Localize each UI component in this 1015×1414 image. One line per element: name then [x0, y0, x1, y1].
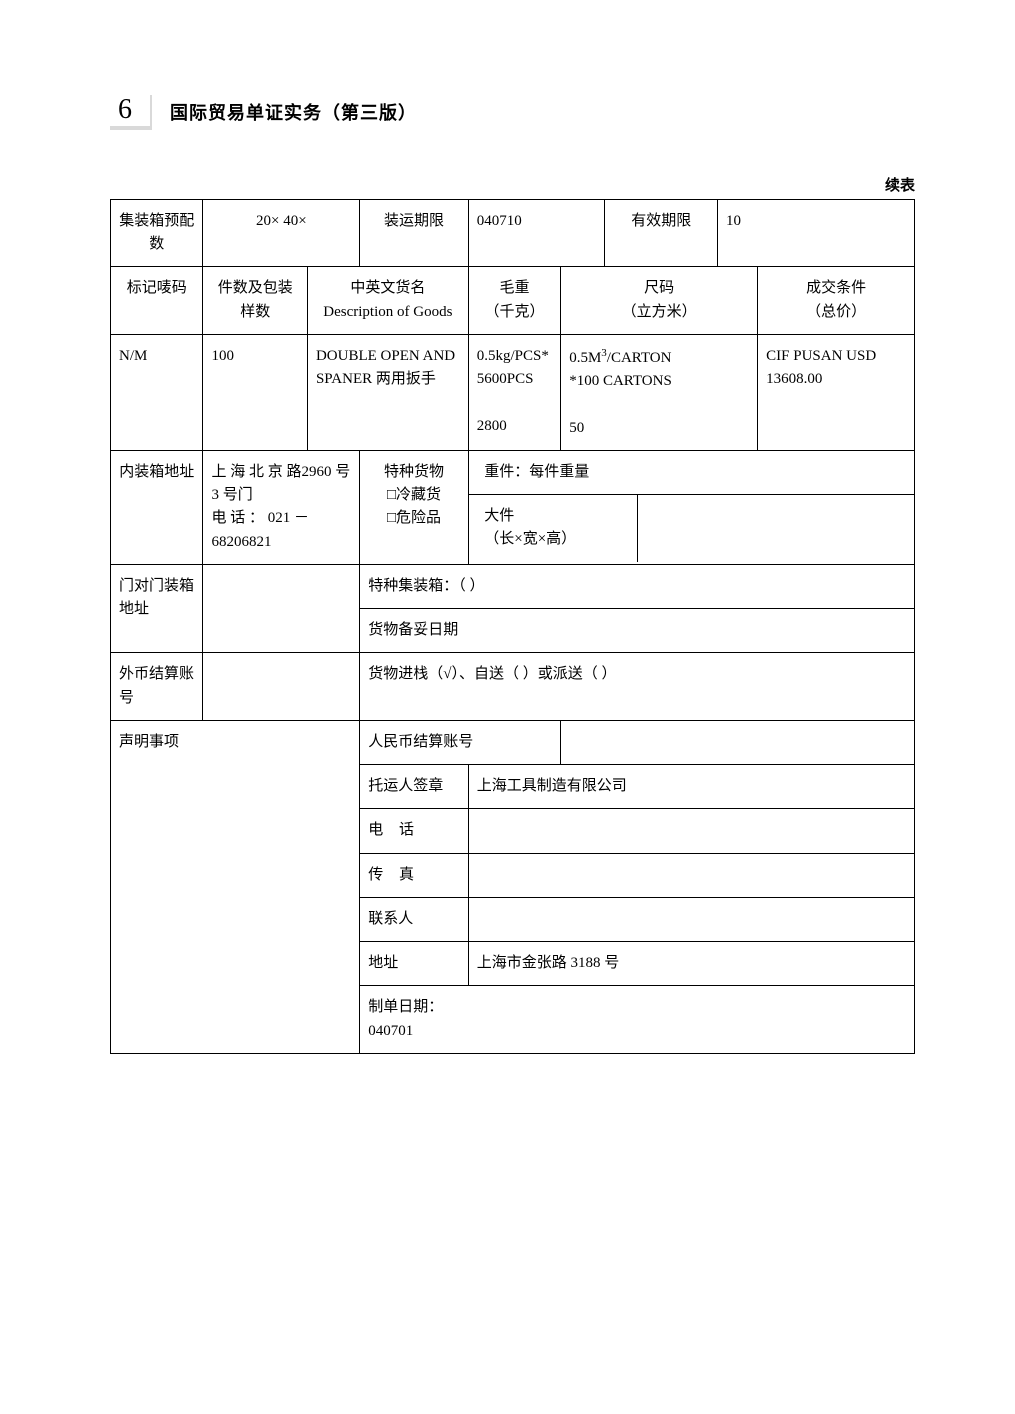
big-value — [638, 495, 914, 562]
validity-value: 10 — [717, 199, 914, 267]
heavy-label: 重件：每件重量 — [469, 451, 914, 495]
pack-count-header: 件数及包装样数 — [203, 267, 308, 335]
phone-label: 电 话 — [360, 809, 469, 853]
shipper-sign-value: 上海工具制造有限公司 — [468, 765, 914, 809]
ship-deadline-label: 装运期限 — [360, 199, 469, 267]
page-header: 6 国际贸易单证实务（第三版） — [110, 95, 915, 130]
terms-value: CIF PUSAN USD13608.00 — [758, 334, 915, 450]
rmb-account-value — [561, 720, 915, 764]
inner-addr-label: 内装箱地址 — [111, 450, 203, 564]
door-to-door-label: 门对门装箱地址 — [111, 564, 203, 653]
address-label: 地址 — [360, 942, 469, 986]
goods-desc-header: 中英文货名Description of Goods — [307, 267, 468, 335]
validity-label: 有效期限 — [605, 199, 718, 267]
marks-value: N/M — [111, 334, 203, 450]
shipper-sign-label: 托运人签章 — [360, 765, 469, 809]
big-label: 大件 （长×宽×高） — [469, 495, 638, 562]
door-to-door-value — [203, 564, 360, 653]
container-preassign-label: 集装箱预配数 — [111, 199, 203, 267]
fx-account-value — [203, 653, 360, 721]
gross-weight-header: 毛重（千克） — [468, 267, 560, 335]
fax-value — [468, 853, 914, 897]
cargo-ready-date: 货物备妥日期 — [360, 609, 915, 653]
container-preassign-value: 20× 40× — [203, 199, 360, 267]
rmb-account-label: 人民币结算账号 — [360, 720, 561, 764]
continuation-label: 续表 — [110, 174, 915, 195]
dims-header: 尺码（立方米） — [561, 267, 758, 335]
book-title: 国际贸易单证实务（第三版） — [170, 99, 417, 125]
terms-header: 成交条件（总价） — [758, 267, 915, 335]
ship-deadline-value: 040710 — [468, 199, 605, 267]
fax-label: 传 真 — [360, 853, 469, 897]
contact-value — [468, 897, 914, 941]
heavy-big-group: 重件：每件重量 大件 （长×宽×高） — [468, 450, 914, 564]
shipping-form-table: 集装箱预配数 20× 40× 装运期限 040710 有效期限 10 标记唛码 … — [110, 199, 915, 1054]
inner-addr-value: 上 海 北 京 路2960 号 3 号门 电 话 ： 021 －68206821 — [203, 450, 360, 564]
declaration: 声明事项 — [111, 720, 360, 1053]
goods-desc-value: DOUBLE OPEN AND SPANER 两用扳手 — [307, 334, 468, 450]
special-container: 特种集装箱：（ ） — [360, 564, 915, 608]
special-goods: 特种货物 □冷藏货 □危险品 — [360, 450, 469, 564]
marks-header: 标记唛码 — [111, 267, 203, 335]
phone-value — [468, 809, 914, 853]
page-number: 6 — [110, 95, 152, 130]
fx-account-label: 外币结算账号 — [111, 653, 203, 721]
gross-weight-value: 0.5kg/PCS* 5600PCS 2800 — [468, 334, 560, 450]
doc-date: 制单日期：040701 — [360, 986, 915, 1054]
contact-label: 联系人 — [360, 897, 469, 941]
delivery-mode: 货物进栈（√）、自送（ ）或派送（ ） — [360, 653, 915, 721]
pack-count-value: 100 — [203, 334, 308, 450]
dims-value: 0.5M3/CARTON *100 CARTONS 50 — [561, 334, 758, 450]
address-value: 上海市金张路 3188 号 — [468, 942, 914, 986]
